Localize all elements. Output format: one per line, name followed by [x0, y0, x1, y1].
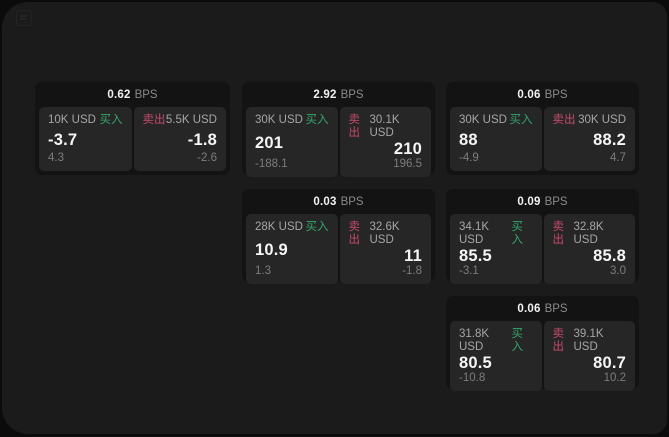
- buy-side-label[interactable]: 买入: [305, 114, 329, 126]
- sell-delta: 196.5: [393, 158, 422, 170]
- sell-delta: 4.7: [610, 152, 626, 164]
- bps-value: 2.92: [313, 88, 337, 101]
- sell-delta: 10.2: [603, 372, 626, 384]
- buy-tile[interactable]: 28K USD 买入 10.9 1.3: [246, 214, 338, 284]
- buy-tile[interactable]: 31.8K USD 买入 80.5 -10.8: [450, 321, 542, 391]
- sell-size-label: 30K USD: [578, 114, 626, 126]
- buy-price: 80.5: [459, 354, 492, 372]
- sell-tile[interactable]: 卖出 30.1K USD 210 196.5: [339, 107, 431, 177]
- buy-side-label[interactable]: 买入: [99, 114, 123, 126]
- spread-card: 0.03 BPS 28K USD 买入 10.9 1.3 卖出 32.6K US…: [242, 189, 435, 284]
- buy-side-label[interactable]: 买入: [511, 221, 524, 246]
- menu-icon[interactable]: [16, 10, 32, 26]
- sell-side-label[interactable]: 卖出: [552, 114, 576, 126]
- bps-unit: BPS: [544, 302, 568, 315]
- card-body: 30K USD 买入 88 -4.9 卖出 30K USD 88.2 4.7: [446, 107, 639, 175]
- sell-size-label: 30.1K USD: [369, 114, 400, 139]
- sell-size-label: 32.6K USD: [369, 221, 400, 246]
- buy-side-label[interactable]: 买入: [511, 328, 524, 353]
- bps-unit: BPS: [340, 195, 364, 208]
- buy-delta: -3.1: [459, 265, 479, 277]
- sell-tile[interactable]: 卖出 5.5K USD -1.8 -2.6: [133, 107, 226, 171]
- card-header: 0.62 BPS: [35, 82, 230, 107]
- card-header: 2.92 BPS: [242, 82, 435, 107]
- sell-price: 11: [404, 247, 422, 265]
- bps-value: 0.06: [517, 302, 541, 315]
- sell-side-label[interactable]: 卖出: [348, 221, 361, 246]
- buy-size-label: 10K USD: [48, 114, 96, 126]
- buy-price: 10.9: [255, 240, 288, 259]
- spread-card: 0.62 BPS 10K USD 买入 -3.7 4.3 卖出 5.5K USD…: [35, 82, 230, 175]
- buy-tile[interactable]: 10K USD 买入 -3.7 4.3: [39, 107, 132, 171]
- sell-tile[interactable]: 卖出 39.1K USD 80.7 10.2: [543, 321, 635, 391]
- sell-delta: -2.6: [197, 152, 217, 164]
- buy-tile[interactable]: 30K USD 买入 201 -188.1: [246, 107, 338, 177]
- buy-delta: -188.1: [255, 158, 288, 170]
- buy-delta: -4.9: [459, 152, 479, 164]
- bps-value: 0.62: [107, 88, 131, 101]
- sell-side-label[interactable]: 卖出: [552, 328, 565, 353]
- sell-delta: 3.0: [610, 265, 626, 277]
- sell-tile[interactable]: 卖出 32.8K USD 85.8 3.0: [543, 214, 635, 284]
- sell-size-label: 5.5K USD: [165, 114, 217, 126]
- buy-price: 85.5: [459, 247, 492, 265]
- sell-tile[interactable]: 卖出 32.6K USD 11 -1.8: [339, 214, 431, 284]
- buy-size-label: 31.8K USD: [459, 328, 490, 353]
- buy-size-label: 34.1K USD: [459, 221, 490, 246]
- spread-card: 0.06 BPS 30K USD 买入 88 -4.9 卖出 30K USD 8…: [446, 82, 639, 175]
- card-header: 0.06 BPS: [446, 296, 639, 321]
- card-body: 34.1K USD 买入 85.5 -3.1 卖出 32.8K USD 85.8…: [446, 214, 639, 288]
- spread-card: 0.09 BPS 34.1K USD 买入 85.5 -3.1 卖出 32.8K…: [446, 189, 639, 284]
- sell-size-label: 32.8K USD: [573, 221, 604, 246]
- buy-size-label: 30K USD: [459, 114, 507, 126]
- sell-price: 210: [393, 140, 422, 158]
- spread-card: 2.92 BPS 30K USD 买入 201 -188.1 卖出 30.1K …: [242, 82, 435, 177]
- buy-delta: -10.8: [459, 372, 486, 384]
- card-body: 10K USD 买入 -3.7 4.3 卖出 5.5K USD -1.8 -2.…: [35, 107, 230, 175]
- buy-delta: 1.3: [255, 265, 271, 277]
- buy-size-label: 30K USD: [255, 114, 303, 126]
- bps-unit: BPS: [340, 88, 364, 101]
- bps-unit: BPS: [134, 88, 158, 101]
- sell-side-label[interactable]: 卖出: [552, 221, 565, 246]
- card-body: 28K USD 买入 10.9 1.3 卖出 32.6K USD 11 -1.8: [242, 214, 435, 288]
- buy-price: -3.7: [48, 130, 78, 149]
- card-body: 31.8K USD 买入 80.5 -10.8 卖出 39.1K USD 80.…: [446, 321, 639, 395]
- card-header: 0.03 BPS: [242, 189, 435, 214]
- buy-tile[interactable]: 30K USD 买入 88 -4.9: [450, 107, 542, 171]
- sell-price: -1.8: [187, 130, 217, 149]
- buy-price: 88: [459, 130, 478, 149]
- bps-value: 0.03: [313, 195, 337, 208]
- buy-tile[interactable]: 34.1K USD 买入 85.5 -3.1: [450, 214, 542, 284]
- sell-side-label[interactable]: 卖出: [142, 114, 166, 126]
- bps-value: 0.06: [517, 88, 541, 101]
- sell-price: 80.7: [593, 354, 626, 372]
- sell-tile[interactable]: 卖出 30K USD 88.2 4.7: [543, 107, 635, 171]
- buy-price: 201: [255, 133, 284, 152]
- buy-size-label: 28K USD: [255, 221, 303, 233]
- buy-delta: 4.3: [48, 152, 64, 164]
- bps-unit: BPS: [544, 88, 568, 101]
- sell-price: 88.2: [593, 130, 626, 149]
- spread-card: 0.06 BPS 31.8K USD 买入 80.5 -10.8 卖出 39.1…: [446, 296, 639, 391]
- bps-unit: BPS: [544, 195, 568, 208]
- card-body: 30K USD 买入 201 -188.1 卖出 30.1K USD 210 1…: [242, 107, 435, 181]
- buy-side-label[interactable]: 买入: [305, 221, 329, 233]
- sell-delta: -1.8: [402, 265, 422, 277]
- sell-side-label[interactable]: 卖出: [348, 114, 361, 139]
- card-header: 0.09 BPS: [446, 189, 639, 214]
- sell-price: 85.8: [593, 247, 626, 265]
- bps-value: 0.09: [517, 195, 541, 208]
- buy-side-label[interactable]: 买入: [509, 114, 533, 126]
- sell-size-label: 39.1K USD: [573, 328, 604, 353]
- card-header: 0.06 BPS: [446, 82, 639, 107]
